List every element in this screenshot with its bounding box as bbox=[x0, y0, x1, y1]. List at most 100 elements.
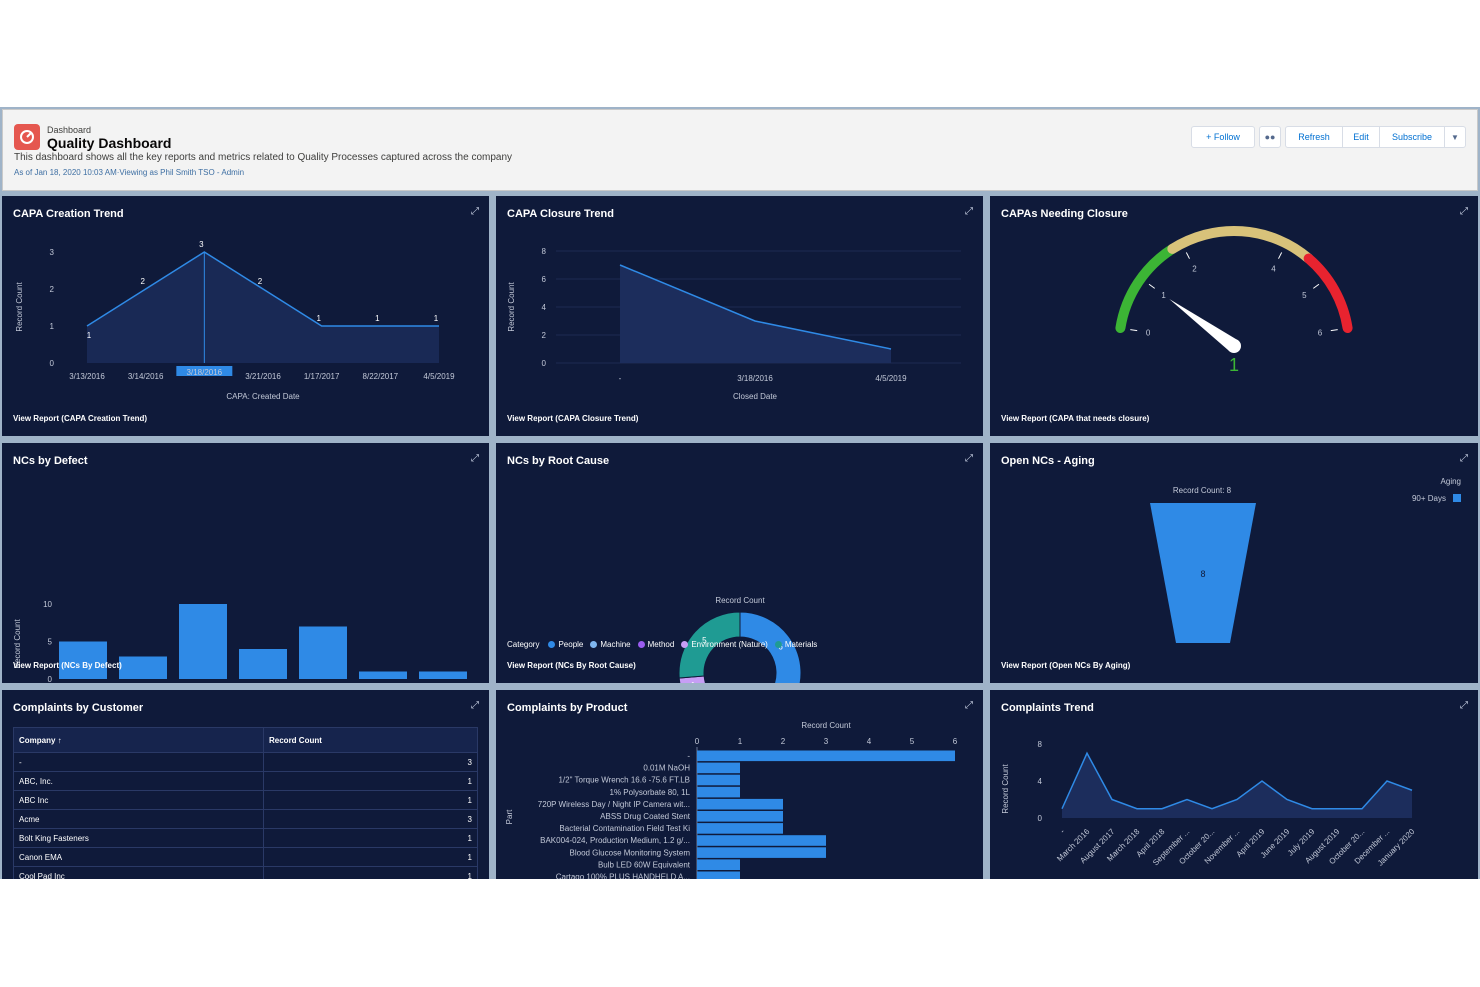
edit-button[interactable]: Edit bbox=[1342, 126, 1380, 148]
gauge-value: 1 bbox=[1229, 355, 1239, 375]
panel-capas-needing-closure: CAPAs Needing Closure ⤢ 0 1 2 4 5 6 1 View Rep… bbox=[990, 196, 1478, 436]
follow-button[interactable]: + Follow bbox=[1191, 126, 1255, 148]
bar bbox=[359, 671, 407, 679]
record-count-cell: 1 bbox=[263, 828, 478, 848]
expand-icon[interactable]: ⤢ bbox=[965, 453, 973, 464]
donut-slice bbox=[739, 611, 802, 683]
expand-icon[interactable]: ⤢ bbox=[471, 206, 479, 217]
table-row[interactable]: Bolt King Fasteners 1 bbox=[13, 828, 478, 848]
donut-legend: Category People Machine Method Environment (… bbox=[507, 640, 824, 649]
legend-item[interactable]: Environment (Nature) bbox=[681, 640, 768, 649]
expand-icon[interactable]: ⤢ bbox=[965, 206, 973, 217]
bar bbox=[697, 762, 740, 774]
table-row[interactable]: ABC, Inc. 1 bbox=[13, 771, 478, 791]
view-button[interactable]: ●● bbox=[1259, 126, 1281, 148]
data-label: 1 bbox=[87, 331, 92, 340]
legend-swatch bbox=[774, 641, 782, 648]
x-tick-label: - bbox=[1058, 827, 1066, 835]
panel-open-ncs-aging: Open NCs - Aging ⤢ Record Count: 8 8 Aging… bbox=[990, 443, 1478, 683]
y-tick-label: Cartago 100% PLUS HANDHELD A... bbox=[556, 873, 690, 880]
subscribe-button[interactable]: Subscribe bbox=[1379, 126, 1445, 148]
panel-ncs-by-defect: NCs by Defect ⤢ 0510AppearanceAssemblyFu… bbox=[2, 443, 489, 683]
bar bbox=[119, 656, 167, 679]
column-header-company[interactable]: Company ↑ bbox=[13, 727, 264, 753]
panel-complaints-by-product: Complaints by Product ⤢ Record Count 0 1 2 3… bbox=[496, 690, 983, 879]
view-report-link[interactable]: View Report (NCs By Defect) bbox=[13, 661, 122, 670]
data-label: 1 bbox=[316, 314, 321, 323]
table-row[interactable]: Canon EMA 1 bbox=[13, 847, 478, 867]
column-header-record-count[interactable]: Record Count bbox=[263, 727, 478, 753]
y-tick-label: 2 bbox=[542, 331, 547, 340]
y-axis-label: Record Count bbox=[1001, 764, 1010, 814]
y-tick-label: - bbox=[687, 752, 690, 761]
panel-title: Complaints Trend bbox=[1001, 702, 1094, 714]
company-cell: ABC Inc bbox=[13, 790, 264, 810]
y-tick-label: ABSS Drug Coated Stent bbox=[600, 812, 691, 821]
gauge-band bbox=[1167, 226, 1314, 264]
x-tick-label: 4/5/2019 bbox=[875, 374, 907, 383]
record-count-cell: 1 bbox=[263, 866, 478, 879]
expand-icon[interactable]: ⤢ bbox=[1460, 453, 1468, 464]
expand-icon[interactable]: ⤢ bbox=[471, 700, 479, 711]
table-row[interactable]: Acme 3 bbox=[13, 809, 478, 829]
legend-label: 90+ Days bbox=[1412, 494, 1446, 503]
company-cell: ABC, Inc. bbox=[13, 771, 264, 791]
gauge-tick-label: 1 bbox=[1161, 291, 1166, 300]
x-tick-label: 5 bbox=[910, 737, 915, 746]
view-report-link[interactable]: View Report (CAPA Creation Trend) bbox=[13, 414, 148, 423]
expand-icon[interactable]: ⤢ bbox=[471, 453, 479, 464]
expand-icon[interactable]: ⤢ bbox=[1460, 700, 1468, 711]
capa-closure-area-chart: 0 2 4 6 8 - 3/18/2016 4/5/2019 Closed Date Record… bbox=[507, 247, 961, 401]
view-report-link[interactable]: View Report (CAPA Closure Trend) bbox=[507, 414, 639, 423]
x-tick-label: 1 bbox=[738, 737, 743, 746]
y-tick-label: 0 bbox=[1038, 814, 1043, 823]
gauge-tick-label: 4 bbox=[1271, 264, 1276, 273]
gauge-tick bbox=[1130, 329, 1138, 332]
y-tick-label: 1/2" Torque Wrench 16.6 -75.6 FT.LB bbox=[558, 776, 690, 785]
complaints-product-bar-chart: Record Count 0 1 2 3 4 5 6 - 0.01M NaOH 1/2" Torqu… bbox=[505, 721, 958, 880]
breadcrumb[interactable]: Dashboard bbox=[47, 125, 92, 135]
bar bbox=[299, 626, 347, 679]
table-row[interactable]: -3 bbox=[13, 752, 478, 772]
view-report-link[interactable]: View Report (NCs By Root Cause) bbox=[507, 661, 636, 670]
open-ncs-funnel-chart: Record Count: 8 8 Aging 90+ Days bbox=[1150, 477, 1461, 643]
donut-slice bbox=[678, 611, 741, 679]
view-report-link[interactable]: View Report (Open NCs By Aging) bbox=[1001, 661, 1131, 670]
refresh-button[interactable]: Refresh bbox=[1285, 126, 1343, 148]
y-tick-label: 720P Wireless Day / Night IP Camera wit.… bbox=[538, 800, 690, 809]
panel-complaints-trend: Complaints Trend ⤢ 0 4 8- March 2016 August … bbox=[990, 690, 1478, 879]
legend-item[interactable]: Method bbox=[637, 640, 674, 649]
area-fill bbox=[620, 265, 891, 363]
x-axis-label: CAPA: Created Date bbox=[226, 392, 300, 401]
expand-icon[interactable]: ⤢ bbox=[965, 700, 973, 711]
view-report-link[interactable]: View Report (CAPA that needs closure) bbox=[1001, 414, 1150, 423]
bar bbox=[697, 835, 826, 846]
record-count-cell: 1 bbox=[263, 790, 478, 810]
expand-icon[interactable]: ⤢ bbox=[1460, 206, 1468, 217]
panel-title: NCs by Root Cause bbox=[507, 455, 610, 467]
more-actions-button[interactable]: ▼ bbox=[1444, 126, 1466, 148]
table-row[interactable]: Cool Pad Inc 1 bbox=[13, 866, 478, 879]
record-count-cell: 3 bbox=[263, 809, 478, 829]
legend-item[interactable]: Machine bbox=[590, 640, 631, 649]
bar bbox=[239, 649, 287, 679]
legend-title: Category bbox=[507, 640, 540, 649]
legend-item[interactable]: Materials bbox=[774, 640, 817, 649]
area-fill bbox=[87, 252, 439, 363]
legend-item[interactable]: People bbox=[548, 640, 583, 649]
bar bbox=[697, 859, 740, 870]
dashboard-description: This dashboard shows all the key reports… bbox=[14, 152, 513, 163]
panel-title: Complaints by Product bbox=[507, 702, 628, 714]
legend-swatch bbox=[637, 641, 645, 648]
area-fill bbox=[1062, 753, 1412, 818]
as-of-timestamp: As of Jan 18, 2020 10:03 AM·Viewing as P… bbox=[14, 168, 245, 177]
legend-swatch bbox=[681, 641, 689, 648]
table-row[interactable]: ABC Inc 1 bbox=[13, 790, 478, 810]
y-tick-label: 2 bbox=[50, 285, 55, 294]
dashboard-icon bbox=[14, 124, 40, 150]
gauge-band bbox=[1303, 253, 1353, 334]
panel-title: NCs by Defect bbox=[13, 455, 88, 467]
panel-title: Open NCs - Aging bbox=[1001, 455, 1095, 467]
data-label: 1 bbox=[434, 314, 439, 323]
